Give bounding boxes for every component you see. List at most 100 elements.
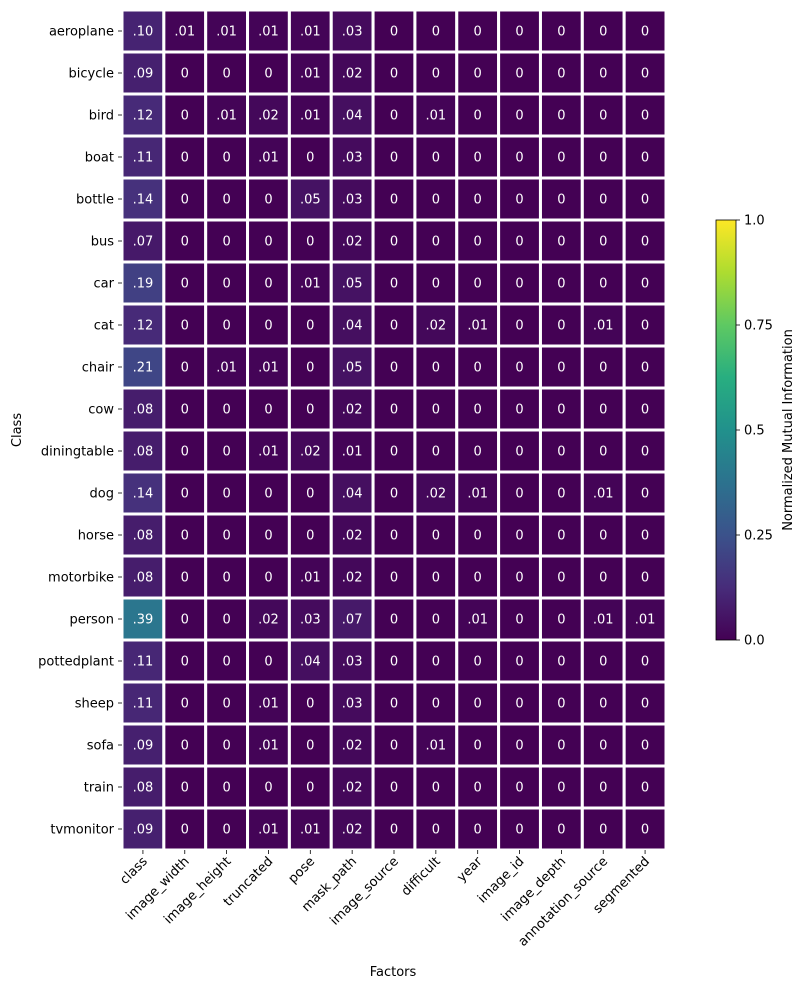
y-tick-labels: aeroplane bicycle bird boat bottle bus car cat c… [38,25,122,838]
cell-value-label: 0 [306,319,314,334]
cell-value-label: .19 [133,277,154,292]
cell-value-label: 0 [474,109,482,124]
cell-value-label: 0 [557,361,565,376]
cell-value-label: 0 [599,655,607,670]
cell-value-label: 0 [181,613,189,628]
x-tick-label-class: class [117,854,151,888]
cell-value-label: 0 [181,277,189,292]
cell-value-label: 0 [390,235,398,250]
cell-value-label: 0 [181,67,189,82]
colorbar-gradient [715,219,737,641]
cell-value-label: 0 [641,487,649,502]
cell-value-label: 0 [390,25,398,40]
cell-value-label: 0 [474,571,482,586]
heatmap-cell-car-segmented [622,260,668,306]
cell-value-label: .14 [133,193,154,208]
cell-value-label: 0 [390,529,398,544]
cell-value-label: .01 [174,25,195,40]
cell-value-label: 0 [306,151,314,166]
cell-value-label: 0 [390,445,398,460]
cell-value-label: 0 [264,67,272,82]
cell-value-label: .08 [133,445,154,460]
y-tick-label-car: car [94,277,115,292]
cell-value-label: 0 [390,823,398,838]
heatmap-cell-sheep-segmented [622,680,668,726]
cell-value-label: .07 [342,613,363,628]
cell-value-label: .08 [133,403,154,418]
heatmap-cell-bus-class [120,218,166,264]
heatmap-cell-car-image-height [204,260,250,306]
colorbar-tick-label: 1.0 [744,214,765,229]
cell-value-label: 0 [641,277,649,292]
cell-value-label: 0 [641,235,649,250]
heatmap-cell-diningtable-segmented [622,428,668,474]
cell-value-label: 0 [306,697,314,712]
y-tick-label-sheep: sheep [75,697,114,712]
cell-value-label: 0 [557,277,565,292]
cell-value-label: .11 [133,697,154,712]
cell-value-label: 0 [557,487,565,502]
heatmap-cell-cat-segmented [622,302,668,348]
cell-value-label: 0 [222,277,230,292]
cell-value-label: .02 [342,235,363,250]
cell-value-label: 0 [599,739,607,754]
heatmap-cell-cow-pose [287,386,333,432]
cell-value-label: 0 [306,529,314,544]
cell-value-label: 0 [474,529,482,544]
cell-value-label: .01 [300,277,321,292]
cell-value-label: 0 [432,193,440,208]
heatmap-cell-cat-annotation-source [580,302,626,348]
heatmap-cell-person-year [455,596,501,642]
cell-value-label: .01 [342,445,363,460]
x-tick-label-pose: pose [286,854,319,887]
cell-value-label: 0 [306,235,314,250]
cell-value-label: .01 [258,739,279,754]
cell-value-label: 0 [599,67,607,82]
cell-value-label: .01 [593,613,614,628]
cell-value-label: 0 [390,571,398,586]
cell-value-label: 0 [599,193,607,208]
cell-value-label: 0 [557,151,565,166]
heatmap-cell-sheep-difficult [413,680,459,726]
cell-value-label: 0 [515,193,523,208]
heatmap-cell-bird-image-id [497,92,542,138]
heatmap-cell-boat-image-source [371,134,417,180]
heatmap-cell-chair-image-depth [538,344,584,390]
heatmap-cell-sofa-image-depth [538,722,584,768]
cell-value-label: 0 [557,445,565,460]
heatmap-cell-sofa-difficult [413,722,459,768]
cell-value-label: 0 [432,277,440,292]
cell-value-label: 0 [599,571,607,586]
cell-value-label: 0 [557,235,565,250]
cell-value-label: 0 [432,613,440,628]
y-tick-label-person: person [69,613,114,628]
y-tick-label-diningtable: diningtable [41,445,114,460]
cell-value-label: 0 [222,571,230,586]
cell-value-label: 0 [515,67,523,82]
cell-value-label: 0 [432,781,440,796]
heatmap-cell-cat-pose [287,302,333,348]
cell-value-label: 0 [557,571,565,586]
cell-value-label: 0 [557,613,565,628]
cell-value-label: 0 [515,319,523,334]
y-axis-label: Class [10,413,25,447]
cell-value-label: 0 [222,655,230,670]
cell-value-label: 0 [515,613,523,628]
heatmap-cell-bottle-image-source [371,176,417,222]
heatmap-cell-tvmonitor-image-height [204,806,250,852]
cell-value-label: .01 [593,319,614,334]
cell-value-label: 0 [181,781,189,796]
cell-value-label: 0 [390,151,398,166]
colorbar-tick-label: 0.0 [744,634,765,649]
cell-value-label: 0 [515,655,523,670]
cell-value-label: 0 [432,235,440,250]
cell-value-label: 0 [181,403,189,418]
cell-value-label: 0 [390,613,398,628]
cell-value-label: 0 [474,193,482,208]
cell-value-label: 0 [390,739,398,754]
cell-value-label: .02 [426,487,447,502]
cell-value-label: 0 [515,487,523,502]
cell-value-label: .04 [342,487,363,502]
cell-value-label: 0 [222,445,230,460]
cell-value-label: .02 [342,403,363,418]
